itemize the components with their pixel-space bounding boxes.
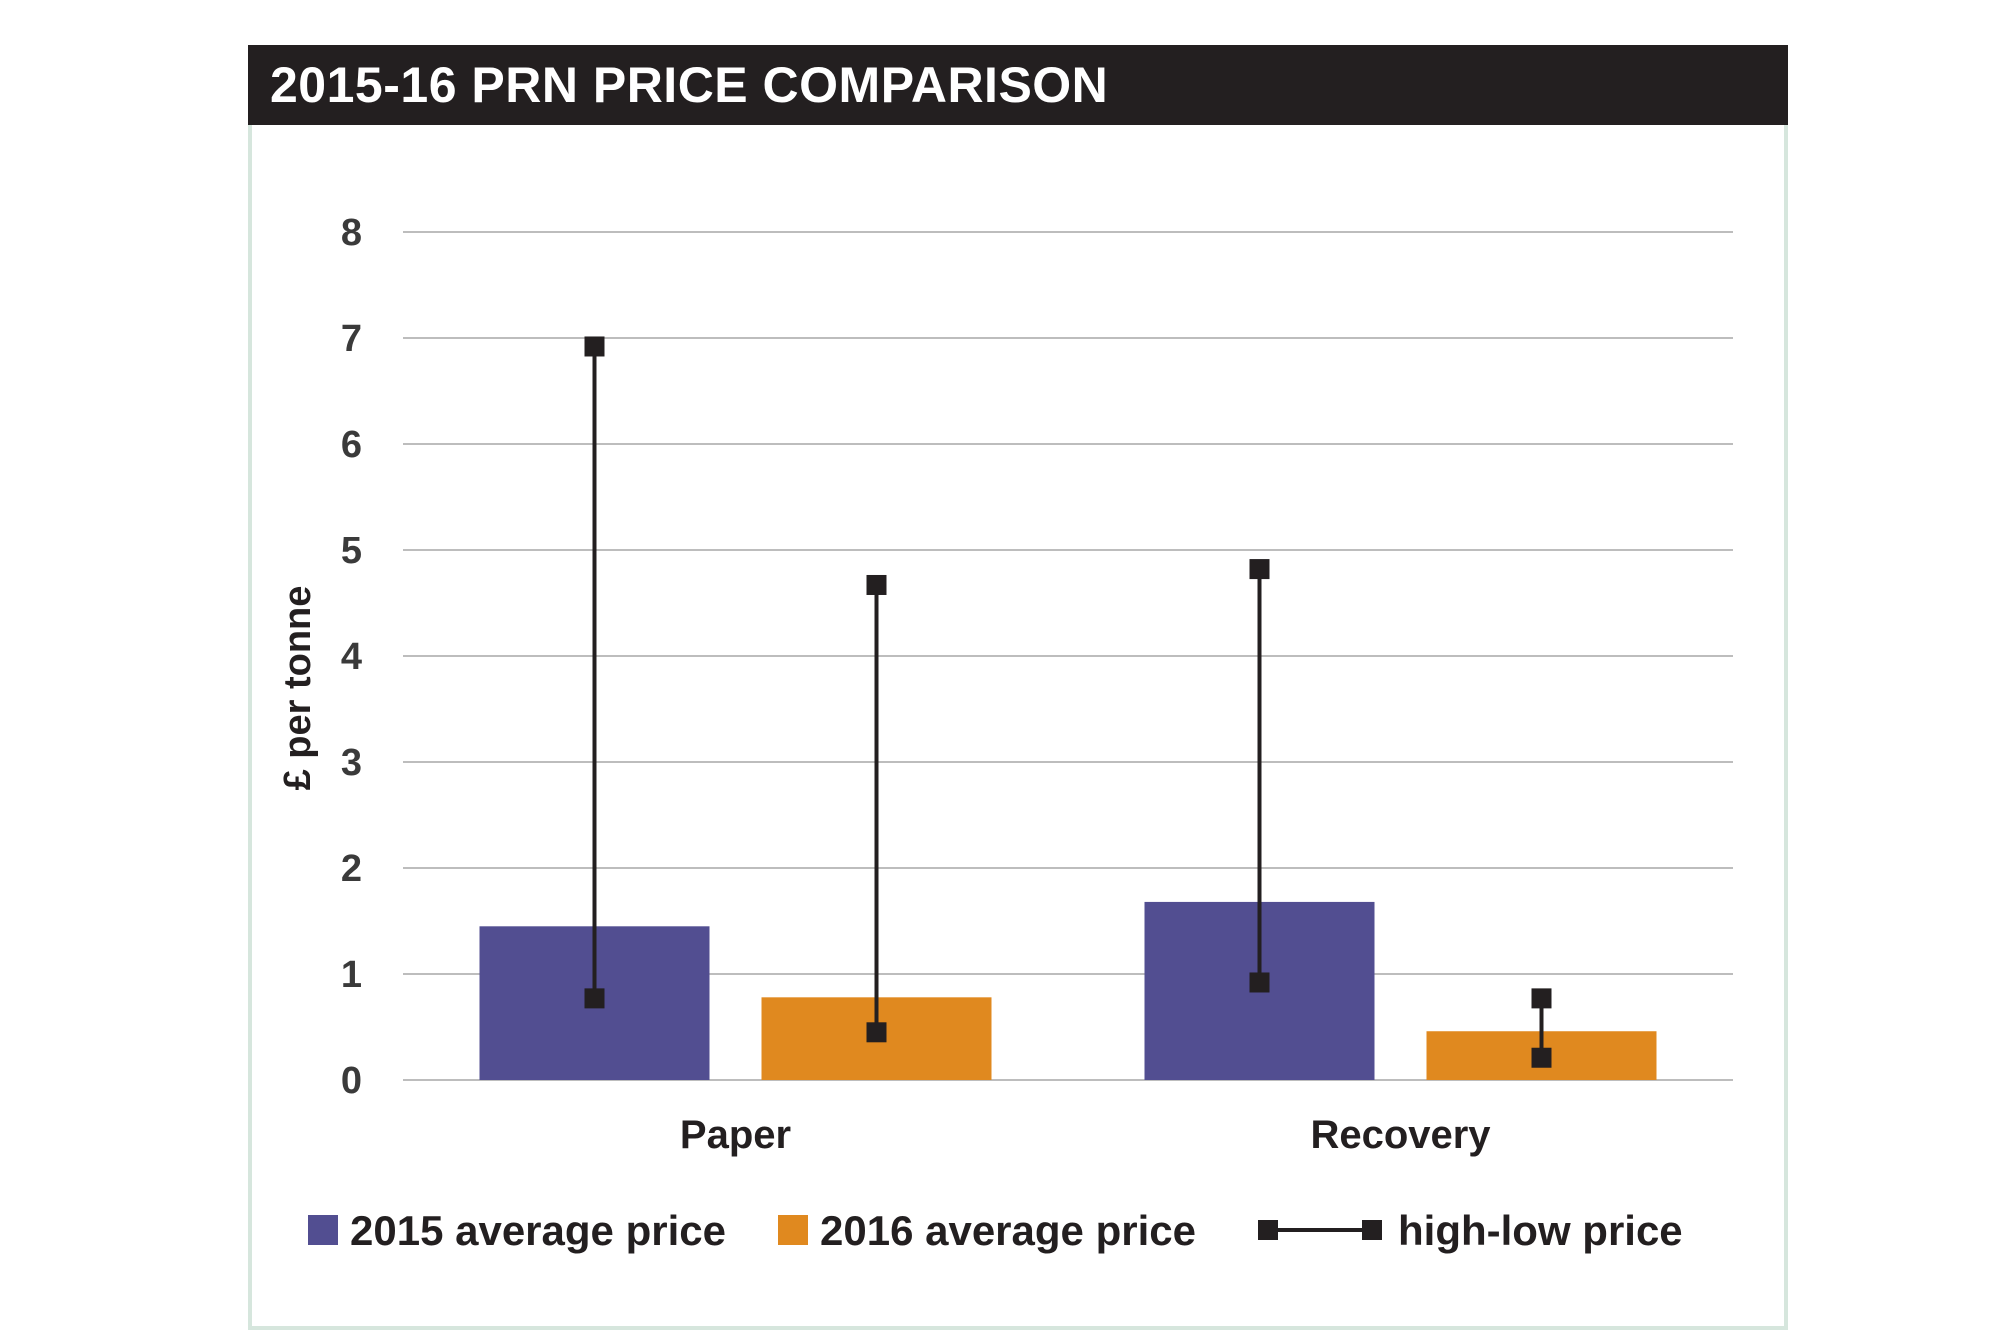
category-label-paper: Paper — [680, 1113, 791, 1157]
legend-label-3: high-low price — [1398, 1207, 1683, 1254]
y-tick-label-3: 3 — [341, 742, 362, 784]
y-tick-label-0: 0 — [341, 1060, 362, 1102]
error-bar-high-marker-paper-2 — [866, 574, 887, 595]
legend-label-1: 2015 average price — [350, 1207, 726, 1254]
category-labels: Paper Recovery — [680, 1113, 1491, 1157]
y-tick-label-4: 4 — [341, 636, 362, 678]
y-tick-label-7: 7 — [341, 318, 362, 360]
error-bar-high-marker-recovery-2 — [1531, 988, 1552, 1009]
y-tick-label-5: 5 — [341, 530, 362, 572]
y-tick-label-8: 8 — [341, 212, 362, 254]
category-label-recovery: Recovery — [1310, 1113, 1491, 1157]
legend-swatch-2 — [778, 1215, 808, 1245]
error-bar-high-marker-paper-1 — [584, 336, 605, 357]
bars — [479, 901, 1657, 1080]
chart-panel — [248, 45, 1788, 1330]
chart-title: 2015-16 PRN PRICE COMPARISON — [248, 45, 1788, 125]
legend-errorbar-marker-left — [1258, 1220, 1278, 1240]
y-tick-label-1: 1 — [341, 954, 362, 996]
legend-label-2: 2016 average price — [820, 1207, 1196, 1254]
y-tick-label-2: 2 — [341, 848, 362, 890]
error-bar-low-marker-recovery-1 — [1249, 972, 1270, 993]
error-bar-low-marker-paper-2 — [866, 1022, 887, 1043]
error-bar-high-marker-recovery-1 — [1249, 559, 1270, 580]
y-axis-ticks: 0 1 2 3 4 5 6 7 8 — [341, 212, 362, 1102]
legend: 2015 average price 2016 average price high… — [308, 1207, 1683, 1254]
legend-errorbar-marker-right — [1362, 1220, 1382, 1240]
y-axis-title: £ per tonne — [277, 586, 319, 791]
error-bar-low-marker-recovery-2 — [1531, 1047, 1552, 1068]
legend-swatch-1 — [308, 1215, 338, 1245]
error-bars — [584, 336, 1552, 1068]
y-tick-label-6: 6 — [341, 424, 362, 466]
error-bar-low-marker-paper-1 — [584, 988, 605, 1009]
